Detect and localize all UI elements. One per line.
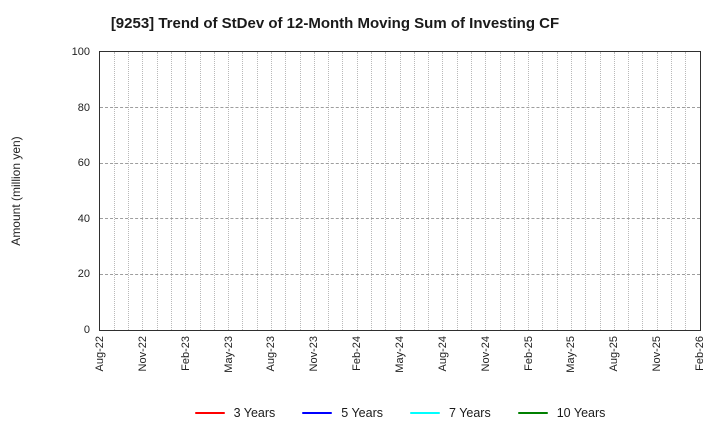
gridline-vertical	[142, 51, 144, 330]
gridline-vertical	[185, 51, 187, 330]
x-tick-label: May-25	[565, 336, 578, 373]
y-tick-label: 80	[77, 101, 90, 114]
legend-line-swatch	[410, 411, 441, 415]
gridline-vertical	[528, 51, 530, 330]
y-axis-label: Amount (million yen)	[9, 136, 23, 246]
legend: 3 Years 5 Years 7 Years 10 Years	[80, 402, 720, 424]
plot-area	[98, 50, 701, 331]
gridline-vertical	[556, 51, 558, 330]
gridline-vertical	[542, 51, 544, 330]
gridline-vertical	[642, 51, 644, 330]
gridline-vertical	[170, 51, 172, 330]
gridline-vertical	[499, 51, 501, 330]
x-tick-label: Aug-22	[94, 336, 106, 372]
gridline-vertical	[113, 51, 115, 330]
x-tick-label: Nov-22	[136, 336, 149, 372]
gridline-vertical	[670, 51, 672, 330]
gridline-vertical	[128, 51, 130, 330]
y-tick-label: 20	[77, 268, 90, 281]
gridline-vertical	[385, 51, 387, 330]
gridline-vertical	[628, 51, 630, 330]
x-tick-label: Aug-24	[436, 336, 449, 372]
legend-item-7-years: 7 Years	[410, 406, 491, 420]
gridline-vertical	[442, 51, 444, 330]
y-tick-label: 0	[83, 324, 90, 336]
gridline-vertical	[456, 51, 458, 330]
y-tick-label: 40	[77, 212, 90, 225]
gridline-vertical	[585, 51, 587, 330]
x-tick-label: Feb-25	[522, 336, 535, 371]
x-tick-label: May-24	[394, 336, 406, 373]
gridline-vertical	[570, 51, 572, 330]
gridline-vertical	[685, 51, 687, 330]
legend-label: 7 Years	[449, 406, 491, 420]
chart-title: [9253] Trend of StDev of 12-Month Moving…	[110, 15, 560, 32]
legend-line-swatch	[517, 411, 548, 415]
legend-label: 10 Years	[556, 406, 606, 420]
y-tick-label: 60	[77, 157, 90, 170]
gridline-vertical	[599, 51, 601, 330]
x-tick-label: Aug-23	[265, 336, 278, 372]
x-tick-label: Feb-26	[694, 336, 706, 371]
legend-item-10-years: 10 Years	[517, 406, 606, 420]
gridline-vertical	[470, 51, 472, 330]
legend-item-5-years: 5 Years	[302, 406, 383, 420]
gridline-vertical	[342, 51, 344, 330]
gridline-vertical	[656, 51, 658, 330]
gridline-vertical	[370, 51, 372, 330]
gridline-vertical	[299, 51, 301, 330]
gridline-horizontal	[99, 273, 700, 275]
gridline-vertical	[613, 51, 615, 330]
gridline-vertical	[199, 51, 201, 330]
gridline-vertical	[413, 51, 415, 330]
gridline-vertical	[228, 51, 230, 330]
gridline-vertical	[213, 51, 215, 330]
x-tick-label: Feb-24	[351, 336, 364, 371]
gridline-vertical	[428, 51, 430, 330]
x-tick-label: Aug-25	[608, 336, 621, 372]
gridline-vertical	[156, 51, 158, 330]
legend-line-swatch	[302, 411, 333, 415]
gridline-vertical	[270, 51, 272, 330]
gridline-vertical	[313, 51, 315, 330]
gridline-horizontal	[99, 218, 700, 220]
gridline-vertical	[513, 51, 515, 330]
x-tick-label: Nov-25	[651, 336, 664, 372]
gridline-vertical	[256, 51, 258, 330]
gridline-horizontal	[99, 162, 700, 164]
gridline-vertical	[242, 51, 244, 330]
x-tick-label: Feb-23	[179, 336, 192, 371]
gridline-vertical	[399, 51, 401, 330]
x-tick-label: Nov-24	[479, 336, 492, 372]
legend-item-3-years: 3 Years	[194, 406, 276, 420]
x-tick-label: May-23	[222, 336, 235, 373]
gridline-horizontal	[99, 107, 700, 109]
legend-label: 5 Years	[341, 406, 384, 420]
gridline-vertical	[485, 51, 487, 330]
y-tick-label: 100	[71, 46, 90, 58]
gridline-vertical	[285, 51, 287, 330]
gridline-vertical	[356, 51, 358, 330]
legend-label: 3 Years	[233, 406, 276, 420]
x-tick-label: Nov-23	[308, 336, 321, 372]
gridline-vertical	[328, 51, 330, 330]
legend-line-swatch	[194, 411, 225, 415]
